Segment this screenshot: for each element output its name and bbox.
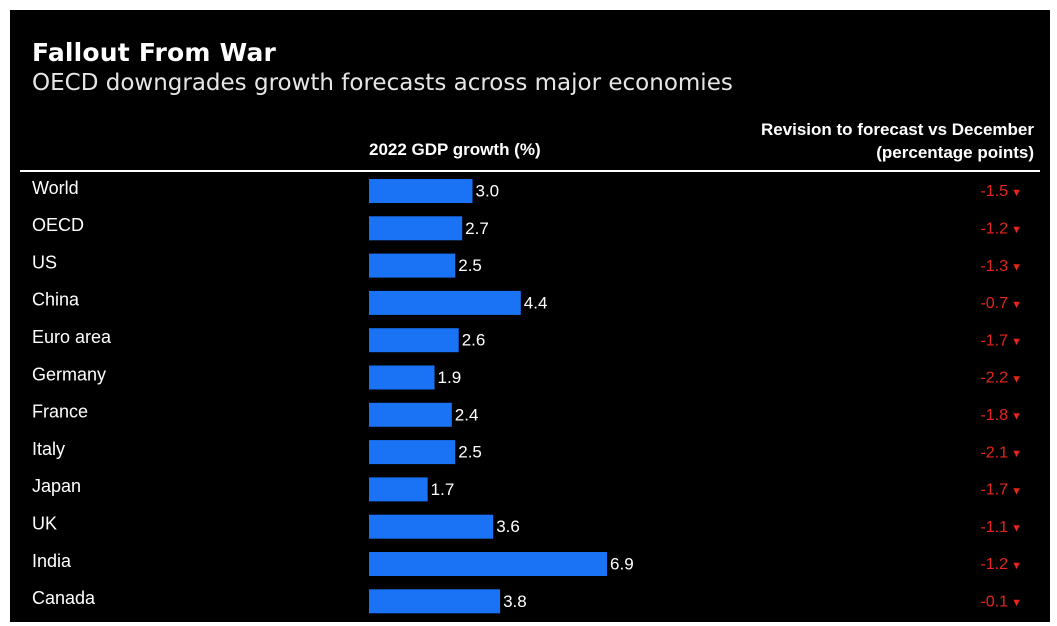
gdp-value-label: 2.5: [458, 256, 482, 275]
revision-label: -1.7: [980, 482, 1008, 499]
down-arrow-icon: ▼: [1011, 485, 1022, 497]
revision-label: -1.8: [980, 407, 1008, 424]
revision-label: -1.5: [980, 183, 1008, 200]
gdp-bar: [369, 552, 608, 576]
header-rule: [20, 170, 1040, 172]
gdp-value-label: 2.7: [465, 219, 489, 238]
gdp-bar: [369, 365, 435, 390]
country-label: India: [32, 551, 72, 571]
chart-title: Fallout From War: [32, 38, 277, 67]
gdp-column-header: 2022 GDP growth (%): [369, 140, 541, 159]
country-label: OECD: [32, 215, 84, 235]
gdp-value-label: 3.6: [496, 517, 520, 536]
down-arrow-icon: ▼: [1011, 336, 1022, 348]
down-arrow-icon: ▼: [1011, 560, 1022, 572]
gdp-bar: [369, 589, 501, 614]
gdp-value-label: 2.4: [455, 405, 479, 424]
revision-column-header: Revision to forecast vs December (percen…: [761, 118, 1034, 164]
down-arrow-icon: ▼: [1011, 299, 1022, 311]
chart-panel: Fallout From War OECD downgrades growth …: [10, 10, 1050, 622]
down-arrow-icon: ▼: [1011, 262, 1022, 274]
down-arrow-icon: ▼: [1011, 373, 1022, 385]
country-label: Canada: [32, 588, 96, 608]
gdp-value-label: 4.4: [524, 293, 548, 312]
gdp-value-label: 1.7: [431, 480, 455, 499]
revision-header-line1: Revision to forecast vs December: [760, 120, 1034, 139]
country-label: Italy: [32, 439, 65, 459]
gdp-value-label: 2.5: [458, 443, 482, 462]
down-arrow-icon: ▼: [1011, 187, 1022, 199]
country-label: World: [32, 178, 79, 198]
down-arrow-icon: ▼: [1011, 411, 1022, 423]
country-label: Euro area: [32, 327, 112, 347]
country-label: Germany: [32, 364, 106, 384]
down-arrow-icon: ▼: [1011, 523, 1022, 535]
revision-label: -1.2: [980, 221, 1008, 238]
gdp-bar: [369, 253, 456, 278]
gdp-value-label: 3.0: [476, 181, 500, 200]
country-label: France: [32, 402, 88, 422]
revision-label: -1.7: [980, 332, 1008, 349]
gdp-bar: [369, 402, 452, 427]
country-label: US: [32, 252, 57, 272]
gdp-bar: [369, 514, 494, 539]
revision-label: -1.3: [980, 258, 1008, 275]
gdp-bar: [369, 290, 521, 315]
down-arrow-icon: ▼: [1011, 597, 1022, 609]
chart-subtitle: OECD downgrades growth forecasts across …: [32, 70, 733, 96]
revision-label: -0.1: [980, 594, 1008, 611]
revision-header-line2: (percentage points): [876, 143, 1034, 162]
revision-label: -0.7: [980, 295, 1008, 312]
country-label: Japan: [32, 476, 81, 496]
revision-label: -1.1: [980, 519, 1008, 536]
gdp-bar: [369, 477, 428, 502]
bar-chart: World 3.0 -1.5 ▼OECD 2.7 -1.2 ▼US 2.5 -1.3 ▼China…: [32, 178, 1022, 614]
gdp-value-label: 3.8: [503, 592, 527, 611]
revision-label: -1.2: [980, 556, 1008, 573]
revision-label: -2.2: [980, 370, 1008, 387]
gdp-bar: [369, 216, 463, 241]
gdp-value-label: 2.6: [462, 331, 486, 350]
gdp-value-label: 1.9: [438, 368, 462, 387]
down-arrow-icon: ▼: [1011, 448, 1022, 460]
gdp-bar: [369, 440, 456, 465]
gdp-value-label: 6.9: [610, 554, 634, 573]
gdp-bar: [369, 179, 473, 203]
gdp-bar: [369, 328, 459, 353]
revision-label: -2.1: [980, 444, 1008, 461]
country-label: China: [32, 290, 80, 310]
down-arrow-icon: ▼: [1011, 224, 1022, 236]
country-label: UK: [32, 513, 57, 533]
